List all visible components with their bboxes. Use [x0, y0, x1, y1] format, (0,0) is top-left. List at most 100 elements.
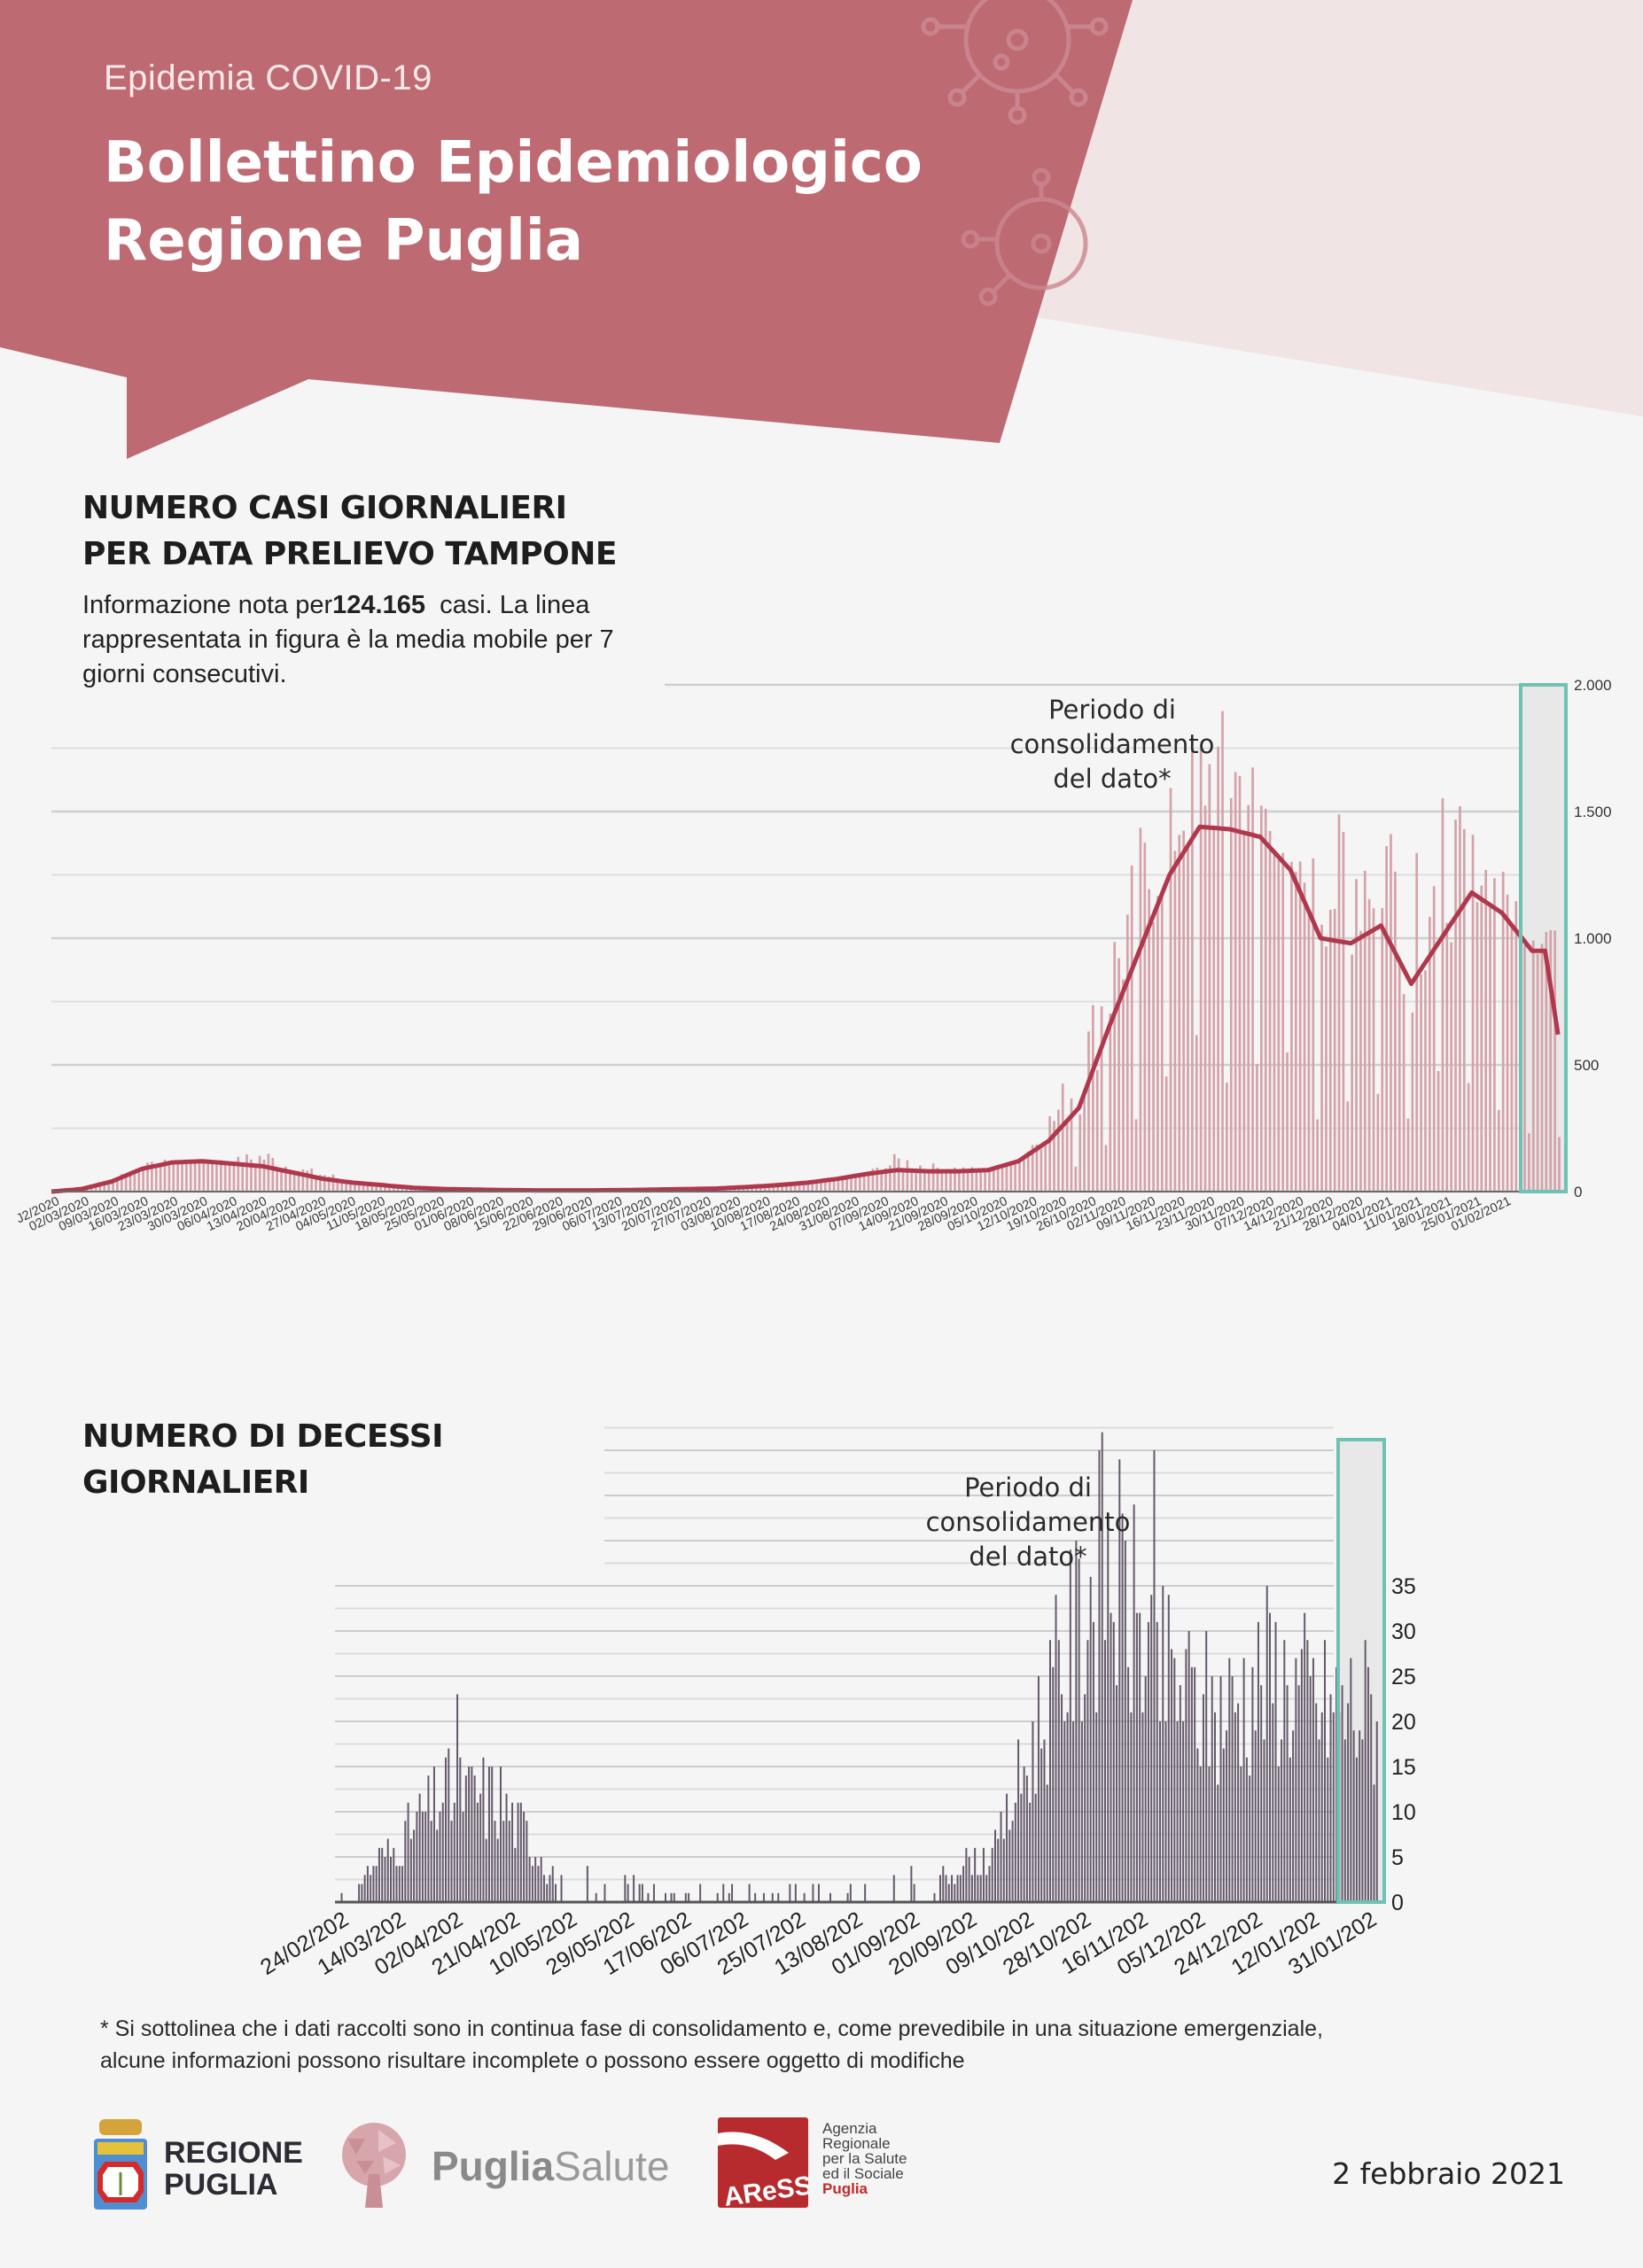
bar	[1277, 1767, 1280, 1902]
bar	[1084, 1694, 1086, 1902]
bar	[931, 1163, 935, 1192]
bar	[1367, 898, 1371, 1192]
bar	[1040, 1149, 1043, 1192]
bar	[258, 1155, 261, 1192]
bar	[404, 1821, 407, 1902]
deaths-consolidation-annotation: Periodo di consolidamento del dato*	[891, 1471, 1165, 1574]
deaths-title-line2: GIORNALIERI	[82, 1464, 309, 1501]
bar	[310, 1168, 313, 1192]
bar	[1171, 1649, 1173, 1902]
bar	[947, 1884, 950, 1902]
bar	[722, 1884, 725, 1902]
bar	[448, 1748, 450, 1902]
header-subtitle: Epidemia COVID-19	[104, 58, 432, 97]
bar	[1231, 1676, 1234, 1902]
bar	[90, 1186, 93, 1192]
bar	[1009, 1163, 1013, 1192]
desc-suffix: casi. La linea	[424, 591, 590, 619]
bar	[280, 1168, 283, 1192]
bar	[1153, 1450, 1156, 1902]
bar	[641, 1884, 643, 1902]
bar	[1063, 1721, 1066, 1902]
bar	[1147, 1621, 1149, 1902]
bar	[176, 1160, 179, 1192]
bar	[1217, 1784, 1219, 1902]
bar	[1203, 805, 1207, 1192]
bar	[1008, 1829, 1011, 1902]
bar	[198, 1161, 201, 1192]
bar	[1164, 1721, 1167, 1902]
bar	[181, 1160, 183, 1192]
bar	[1001, 1164, 1004, 1192]
bar	[1553, 930, 1556, 1192]
bar	[940, 1171, 944, 1192]
bar	[1049, 1640, 1051, 1902]
bar	[409, 1838, 412, 1902]
bar	[523, 1812, 526, 1902]
bar	[151, 1161, 153, 1192]
bar	[803, 1892, 806, 1902]
bar	[1164, 1076, 1168, 1192]
bar	[1187, 842, 1189, 1192]
bar	[968, 1857, 970, 1902]
bar	[1191, 741, 1194, 1192]
bar	[652, 1884, 655, 1902]
bar	[1249, 1775, 1251, 1902]
bar	[427, 1775, 430, 1902]
bar	[223, 1161, 227, 1192]
bar	[1450, 942, 1453, 1192]
bar	[956, 1875, 959, 1902]
bar	[1202, 1694, 1204, 1902]
bar	[716, 1892, 719, 1902]
bar	[670, 1892, 673, 1902]
bar	[841, 1177, 845, 1192]
bar	[1196, 1748, 1199, 1902]
bar	[862, 1173, 866, 1192]
bar	[988, 1169, 991, 1192]
bar	[1493, 878, 1496, 1192]
bar	[1134, 1119, 1138, 1192]
bar	[923, 1169, 926, 1192]
bar	[1159, 1721, 1161, 1902]
bar	[375, 1183, 378, 1192]
bar	[815, 1181, 818, 1192]
bar	[970, 1167, 974, 1192]
bar	[1026, 1151, 1030, 1192]
banner-shape	[0, 0, 1133, 459]
bar	[794, 1884, 797, 1902]
bar	[1070, 1098, 1073, 1192]
bar	[889, 1165, 892, 1192]
bar	[970, 1875, 973, 1902]
bar	[1300, 1649, 1303, 1902]
bar	[1205, 1631, 1208, 1902]
banner-light-shape	[1019, 0, 1643, 416]
bar	[462, 1812, 464, 1902]
bar	[1281, 852, 1285, 1192]
bar	[1116, 1685, 1118, 1902]
bar	[202, 1161, 206, 1192]
bar	[288, 1171, 292, 1192]
bar	[962, 1866, 965, 1902]
bar	[1269, 1612, 1271, 1902]
bar	[762, 1892, 765, 1902]
bar	[1247, 804, 1250, 1192]
bar	[1370, 1694, 1373, 1902]
header-banner	[0, 0, 1643, 459]
bar	[1014, 1802, 1016, 1902]
bar	[1229, 797, 1233, 1192]
bar	[1256, 1064, 1258, 1192]
bar	[781, 1184, 783, 1192]
bar	[413, 1829, 416, 1902]
bar	[398, 1866, 401, 1902]
bar	[537, 1866, 540, 1902]
bar	[1454, 819, 1457, 1192]
bar	[1208, 1767, 1211, 1902]
bar	[439, 1812, 441, 1902]
regione-puglia-logo: REGIONE PUGLIA	[164, 2137, 303, 2201]
bar	[647, 1892, 650, 1902]
bar	[1014, 1161, 1017, 1192]
cases-description: Informazione nota per124.165 casi. La li…	[82, 588, 685, 692]
bar	[945, 1875, 947, 1902]
bar	[979, 1875, 982, 1902]
annotation-line2: consolidamento	[1009, 729, 1215, 759]
